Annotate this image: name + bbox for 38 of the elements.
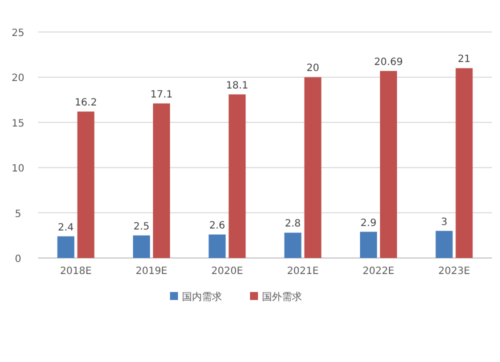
y-tick-label: 5 [14,208,22,220]
data-label: 20 [306,63,320,74]
x-tick-label: 2022E [362,266,394,277]
x-tick-label: 2018E [60,266,92,277]
bar [228,94,246,258]
data-label: 2.5 [134,221,150,232]
bar [380,70,397,258]
data-label: 21 [458,54,471,66]
x-tick-label: 2023E [438,266,470,277]
y-tick-label: 20 [12,73,24,84]
data-label: 20.69 [374,56,403,68]
data-label: 2.4 [58,222,74,234]
data-label: 2.8 [284,218,301,230]
data-label: 2.6 [209,220,226,232]
data-label: 16.2 [74,98,97,109]
bar [284,232,302,258]
bar [77,112,94,258]
data-label: 17.1 [150,89,173,100]
legend-label: 国外需求 [262,291,302,303]
bar [153,103,170,258]
y-tick-label: 15 [12,118,24,130]
bar [304,77,322,258]
y-tick-label: 25 [12,28,24,39]
data-label: 18.1 [226,80,248,92]
data-label: 3 [440,216,448,228]
bar [133,235,150,258]
x-tick-label: 2020E [211,266,244,277]
bar [360,232,377,258]
legend-label: 国内需求 [182,291,222,303]
y-tick-label: 0 [14,254,22,265]
bar [456,68,473,258]
data-label: 2.9 [360,218,376,229]
bar [436,230,453,258]
x-tick-label: 2019E [136,266,168,277]
y-tick-label: 10 [12,164,24,175]
x-tick-label: 2021E [286,266,319,277]
bar [208,234,226,258]
bar [57,236,74,258]
